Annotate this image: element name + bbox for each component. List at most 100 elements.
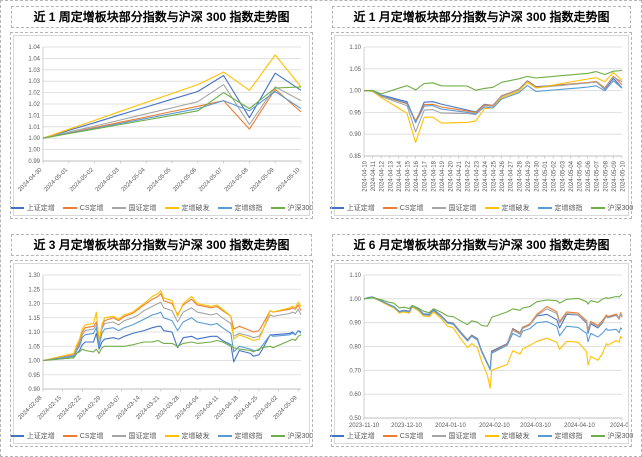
legend-item: 定增破发 <box>164 431 210 441</box>
legend-line-swatch <box>62 206 77 209</box>
legend-item: CS定增 <box>62 431 104 441</box>
series-line <box>42 54 302 139</box>
series-line <box>363 296 623 371</box>
chart-month[interactable]: 0.85 0.90 0.95 1.00 1.05 1.10 2024-04-10 2024-0… <box>329 32 633 219</box>
y-axis-labels: 0.85 0.90 0.95 1.00 1.05 1.10 <box>349 45 361 160</box>
legend-halfyear: 上证定增 CS定增 国证定增 定增破发 定增综指 沪深300 <box>329 429 633 442</box>
svg-text:1.05: 1.05 <box>349 67 361 73</box>
series-line <box>363 293 623 327</box>
legend-line-swatch <box>329 434 344 437</box>
svg-text:2024-05-05: 2024-05-05 <box>578 160 584 191</box>
svg-text:2024-05-06: 2024-05-06 <box>586 160 592 191</box>
svg-text:0.95: 0.95 <box>28 373 40 379</box>
legend-label: 定增破发 <box>501 204 530 212</box>
svg-text:2024-04-28: 2024-04-28 <box>517 160 523 191</box>
svg-text:1.03: 1.03 <box>28 79 40 85</box>
legend-line-swatch <box>270 434 285 437</box>
panel-halfyear: 近 6 月定增板块部分指数与沪深 300 指数走势图 0.50 0.60 0.70 0… <box>322 229 641 456</box>
legend-item: 定增综指 <box>217 203 263 213</box>
chart-quarter[interactable]: 0.90 0.95 1.00 1.05 1.10 1.15 1.20 1.25 1.30 2024… <box>9 260 313 447</box>
legend-item: CS定增 <box>382 431 424 441</box>
x-axis-labels: 2024-02-082024-02-152024-02-222024-02-29… <box>17 389 299 421</box>
svg-text:2024-02-10: 2024-02-10 <box>479 423 510 429</box>
series-line <box>42 90 302 139</box>
svg-text:1.05: 1.05 <box>28 344 40 350</box>
legend-label: 上证定增 <box>346 204 375 212</box>
legend-item: 国证定增 <box>431 203 477 213</box>
y-axis-labels: 0.50 0.60 0.70 0.80 0.90 1.00 1.10 <box>349 273 361 422</box>
svg-text:0.50: 0.50 <box>349 416 361 422</box>
series-lines <box>42 54 302 139</box>
legend-line-swatch <box>164 434 179 437</box>
svg-text:2024-05-10: 2024-05-10 <box>275 167 301 193</box>
chart-canvas-week: 0.99 1.00 1.00 1.01 1.01 1.02 1.02 1.03 1.03 1.04… <box>17 45 302 193</box>
svg-text:2024-05-07: 2024-05-07 <box>198 167 224 193</box>
legend-label: 定增综指 <box>554 432 583 440</box>
series-line <box>363 297 623 389</box>
svg-text:0.95: 0.95 <box>349 110 361 116</box>
legend-label: 国证定增 <box>128 432 157 440</box>
series-line <box>364 77 623 123</box>
svg-text:2024-03-10: 2024-03-10 <box>520 423 551 429</box>
series-lines <box>363 69 623 144</box>
legend-label: 沪深300 <box>607 204 634 212</box>
legend-week: 上证定增 CS定增 国证定增 定增破发 定增综指 沪深300 <box>9 201 313 214</box>
svg-text:2024-04-18: 2024-04-18 <box>431 160 437 191</box>
legend-quarter: 上证定增 CS定增 国证定增 定增破发 定增综指 沪深300 <box>9 429 313 442</box>
legend-item: 上证定增 <box>329 203 375 213</box>
svg-text:2024-04-23: 2024-04-23 <box>474 160 480 191</box>
legend-item: CS定增 <box>62 203 104 213</box>
svg-text:2024-04-30: 2024-04-30 <box>17 167 43 193</box>
legend-line-swatch <box>382 434 397 437</box>
legend-item: CS定增 <box>382 203 424 213</box>
legend-label: CS定增 <box>399 432 424 440</box>
svg-text:2024-04-26: 2024-04-26 <box>500 160 506 191</box>
series-line <box>42 325 302 363</box>
series-line <box>42 290 302 362</box>
legend-label: 定增破发 <box>501 432 530 440</box>
legend-line-swatch <box>9 434 24 437</box>
svg-text:2024-05-05: 2024-05-05 <box>146 167 172 193</box>
series-line <box>42 334 302 362</box>
svg-text:1.02: 1.02 <box>28 102 40 108</box>
chart-halfyear[interactable]: 0.50 0.60 0.70 0.80 0.90 1.00 1.10 2023-11-10 20… <box>329 260 633 447</box>
legend-label: 定增综指 <box>234 432 263 440</box>
legend-line-swatch <box>217 206 232 209</box>
legend-label: 上证定增 <box>26 432 55 440</box>
chart-canvas-quarter: 0.90 0.95 1.00 1.05 1.10 1.15 1.20 1.25 1.30 2024… <box>17 273 302 421</box>
svg-text:2024-04-16: 2024-04-16 <box>414 160 420 191</box>
legend-item: 沪深300 <box>270 431 314 441</box>
svg-text:1.10: 1.10 <box>349 273 361 279</box>
svg-text:2024-04-10: 2024-04-10 <box>363 160 369 191</box>
legend-line-swatch <box>590 434 605 437</box>
svg-text:1.02: 1.02 <box>28 91 40 97</box>
svg-text:2024-05-06: 2024-05-06 <box>172 167 198 193</box>
legend-line-swatch <box>164 206 179 209</box>
legend-label: 定增综指 <box>234 204 263 212</box>
svg-text:2024-05-07: 2024-05-07 <box>595 160 601 191</box>
svg-text:0.90: 0.90 <box>28 387 40 393</box>
panel-month: 近 1 月定增板块部分指数与沪深 300 指数走势图 0.85 0.90 0.95 1… <box>322 1 641 229</box>
svg-text:1.03: 1.03 <box>28 68 40 74</box>
legend-label: 上证定增 <box>26 204 55 212</box>
legend-label: 沪深300 <box>287 432 314 440</box>
svg-text:2024-05-03: 2024-05-03 <box>95 167 121 193</box>
legend-label: 上证定增 <box>346 432 375 440</box>
legend-item: 定增破发 <box>484 203 530 213</box>
legend-label: CS定增 <box>79 204 104 212</box>
svg-text:0.80: 0.80 <box>349 345 361 351</box>
svg-text:1.00: 1.00 <box>28 136 40 142</box>
svg-text:2024-04-25: 2024-04-25 <box>492 160 498 191</box>
svg-text:2024-05-08: 2024-05-08 <box>603 160 609 191</box>
legend-line-swatch <box>111 206 126 209</box>
legend-item: 定增破发 <box>484 431 530 441</box>
gridlines <box>42 46 301 162</box>
legend-line-swatch <box>431 206 446 209</box>
svg-text:1.10: 1.10 <box>28 330 40 336</box>
chart-week[interactable]: 0.99 1.00 1.00 1.01 1.01 1.02 1.02 1.03 1.03 1.04… <box>9 32 313 219</box>
series-line <box>363 76 623 133</box>
chart-title-halfyear: 近 6 月定增板块部分指数与沪深 300 指数走势图 <box>332 234 631 256</box>
legend-item: 上证定增 <box>9 431 55 441</box>
svg-text:0.85: 0.85 <box>349 154 361 160</box>
